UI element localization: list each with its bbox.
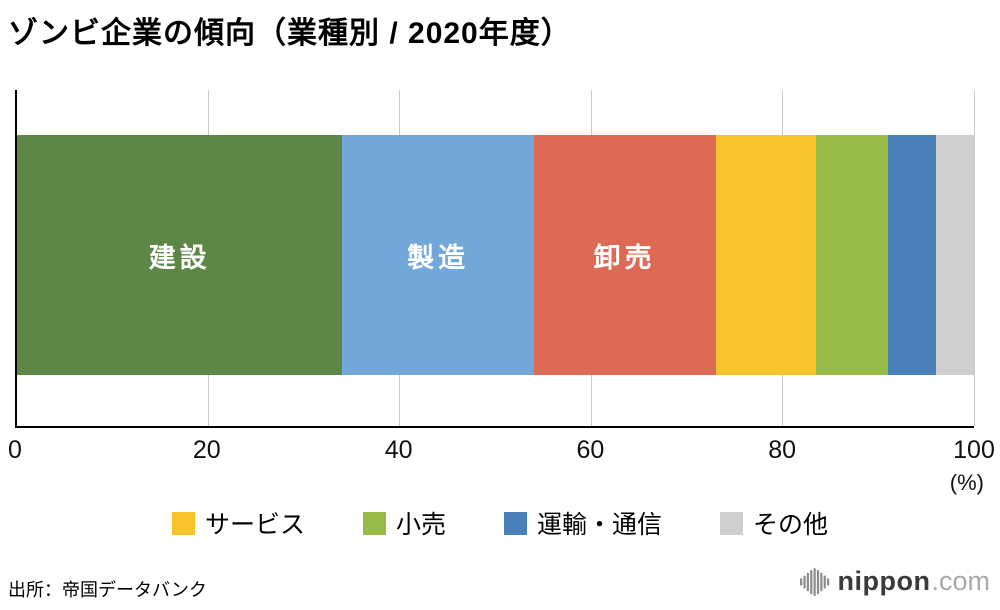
- segment-label-建設: 建設: [148, 242, 211, 273]
- legend-item-サービス: サービス: [171, 505, 305, 541]
- x-axis: (%) 0 20 40 60 80 100: [8, 430, 995, 500]
- bar-segment-建設: 建設: [17, 135, 343, 375]
- x-tick-0: 0: [8, 436, 22, 464]
- legend-item-その他: その他: [720, 505, 828, 541]
- logo-brand-text: nippon: [837, 566, 931, 596]
- x-tick-60: 60: [576, 436, 605, 464]
- segment-label-卸売: 卸売: [593, 242, 656, 273]
- bar-segment-サービス: [715, 135, 817, 375]
- legend-swatch-サービス: [171, 511, 195, 535]
- chart-title: ゾンビ企業の傾向（業種別 / 2020年度）: [8, 17, 572, 50]
- x-axis-unit: (%): [949, 470, 984, 495]
- bar-segment-運輸・通信: [887, 135, 936, 375]
- bar-segment-卸売: 卸売: [533, 135, 716, 375]
- x-tick-20: 20: [192, 436, 221, 464]
- legend-item-運輸・通信: 運輸・通信: [504, 505, 662, 541]
- legend-label-その他: その他: [753, 511, 829, 539]
- legend-label-小売: 小売: [395, 511, 446, 539]
- legend: サービス 小売 運輸・通信 その他: [0, 505, 1000, 541]
- bar-segment-製造: 製造: [342, 135, 534, 375]
- legend-swatch-その他: [720, 511, 744, 535]
- stacked-bar: 建設 製造 卸売: [17, 135, 974, 375]
- waveform-icon: [799, 567, 829, 596]
- source-text: 出所：帝国データバンク: [8, 580, 207, 600]
- legend-item-小売: 小売: [362, 505, 446, 541]
- x-tick-80: 80: [768, 436, 797, 464]
- gridline-100: [973, 90, 975, 426]
- plot-area: 建設 製造 卸売: [15, 90, 975, 428]
- legend-label-サービス: サービス: [204, 511, 305, 539]
- bar-segment-その他: [935, 135, 974, 375]
- legend-label-運輸・通信: 運輸・通信: [537, 511, 663, 539]
- segment-label-製造: 製造: [407, 242, 470, 273]
- logo-tld-text: .com: [931, 566, 990, 596]
- x-tick-100: 100: [953, 436, 995, 464]
- nippon-logo: nippon .com: [799, 566, 990, 597]
- x-tick-40: 40: [384, 436, 413, 464]
- bar-segment-小売: [816, 135, 888, 375]
- legend-swatch-運輸・通信: [504, 511, 527, 535]
- legend-swatch-小売: [362, 511, 386, 535]
